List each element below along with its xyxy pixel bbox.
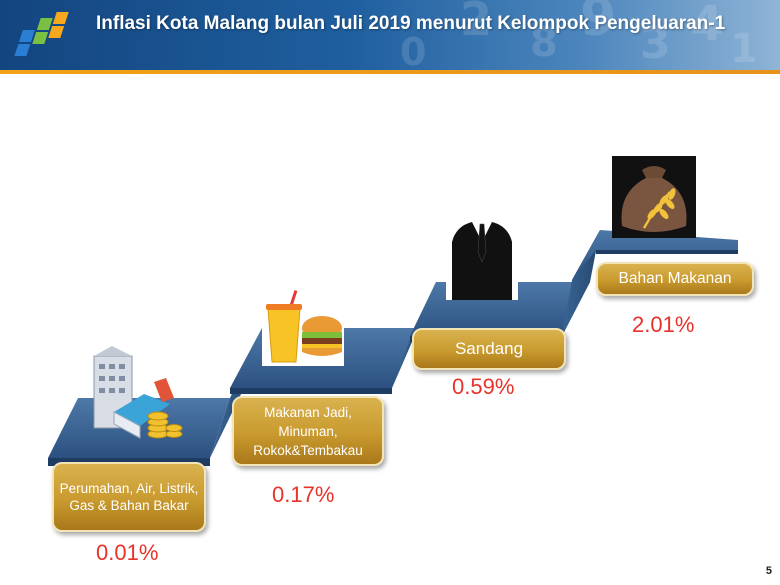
group-label-text: Bahan Makanan	[618, 270, 732, 287]
group-label-text: Perumahan, Air, Listrik, Gas & Bahan Bak…	[59, 481, 199, 513]
group-label-clothing: Sandang	[412, 328, 566, 370]
group-label-text: Sandang	[454, 339, 524, 358]
suit-icon	[446, 212, 518, 300]
building-coins-icon	[93, 346, 183, 439]
group-label-prepared-food: Makanan Jadi, Minuman, Rokok&Tembakau	[232, 396, 384, 466]
group-value-raw-food: 2.01%	[632, 312, 695, 337]
grain-sack-icon	[612, 156, 696, 238]
header-accent-stripe	[0, 70, 780, 74]
group-value-housing: 0.01%	[96, 540, 159, 565]
group-value-prepared-food: 0.17%	[272, 482, 335, 507]
group-label-text: Makanan Jadi, Minuman, Rokok&Tembakau	[253, 404, 363, 458]
group-label-housing: Perumahan, Air, Listrik, Gas & Bahan Bak…	[52, 462, 206, 532]
group-label-raw-food: Bahan Makanan	[596, 262, 754, 296]
group-value-clothing: 0.59%	[452, 374, 515, 399]
page-number: 5	[765, 565, 772, 577]
slide-title: Inflasi Kota Malang bulan Juli 2019 menu…	[96, 13, 726, 34]
bps-logo	[14, 12, 69, 56]
fast-food-icon	[262, 288, 344, 366]
